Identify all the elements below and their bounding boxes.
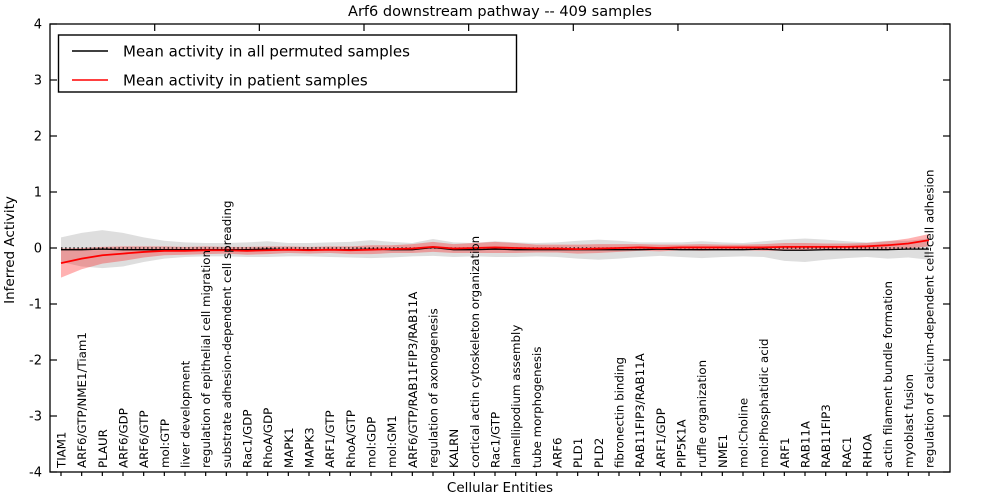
x-tick-label: regulation of axonogenesis: [427, 308, 441, 468]
x-tick-label: RAB11A: [799, 421, 813, 468]
chart-title: Arf6 downstream pathway -- 409 samples: [348, 4, 652, 20]
x-tick-labels: TIAM1 ARF6/GTP/NME1/Tiam1 PLAUR ARF6/GDP ARF…: [55, 169, 937, 469]
y-tick-label: 1: [34, 186, 42, 201]
x-tick-label: PLAUR: [96, 429, 110, 468]
y-tick-label: -3: [29, 410, 42, 425]
axis-ticks: [50, 23, 950, 476]
x-tick-label: Rac1/GDP: [241, 410, 255, 468]
x-tick-label: PIP5K1A: [675, 419, 689, 468]
legend-box: [57, 34, 518, 93]
x-tick-label: fibronectin binding: [613, 357, 627, 468]
x-tick-label: mol:GM1: [385, 415, 399, 468]
x-tick-label: RAC1: [840, 437, 854, 468]
x-tick-label: mol:GTP: [158, 419, 172, 468]
series-lines: [60, 239, 930, 264]
y-tick-label: 4: [34, 18, 42, 33]
y-tick-label: -4: [29, 466, 42, 481]
legend-label-patient: Mean activity in patient samples: [123, 72, 368, 90]
x-tick-label: MAPK3: [303, 427, 317, 468]
legend: Mean activity in all permuted samples Me…: [57, 34, 518, 93]
x-tick-label: myoblast fusion: [902, 374, 916, 468]
x-tick-label: ARF6: [551, 437, 565, 468]
x-tick-label: PLD2: [592, 438, 606, 468]
x-tick-label: ARF1/GTP: [323, 410, 337, 468]
x-tick-label: KALRN: [447, 429, 461, 468]
x-tick-label: TIAM1: [55, 432, 69, 469]
x-tick-label: ARF6/GTP/RAB11FIP3/RAB11A: [406, 292, 420, 468]
x-tick-label: RhoA/GTP: [344, 410, 358, 468]
x-tick-label: substrate adhesion-dependent cell spread…: [220, 201, 234, 468]
x-tick-label: ARF1: [778, 437, 792, 468]
x-tick-label: mol:Phosphatidic acid: [757, 339, 771, 469]
x-tick-label: RHOA: [861, 434, 875, 468]
y-tick-labels: -4 -3 -2 -1 0 1 2 3 4: [29, 18, 42, 481]
x-tick-label: ARF6/GTP: [137, 410, 151, 468]
y-tick-label: 3: [34, 74, 42, 89]
x-tick-label: cortical actin cytoskeleton organization: [468, 236, 482, 468]
y-tick-label: -2: [29, 354, 42, 369]
x-tick-label: ARF6/GDP: [117, 408, 131, 468]
legend-label-permuted: Mean activity in all permuted samples: [123, 43, 410, 61]
x-tick-label: ARF6/GTP/NME1/Tiam1: [75, 332, 89, 468]
patient-mean-line: [60, 239, 930, 264]
y-axis-title: Inferred Activity: [2, 196, 18, 304]
x-tick-label: actin filament bundle formation: [881, 281, 895, 468]
y-tick-label: 2: [34, 130, 42, 145]
x-tick-label: RAB11FIP3: [819, 404, 833, 468]
x-tick-label: NME1: [716, 434, 730, 468]
x-tick-label: tube morphogenesis: [530, 347, 544, 468]
x-tick-label: regulation of calcium-dependent cell-cel…: [923, 169, 937, 468]
x-tick-label: ARF1/GDP: [654, 408, 668, 468]
x-tick-label: PLD1: [571, 438, 585, 468]
y-tick-label: -1: [29, 298, 42, 313]
x-tick-label: ruffle organization: [695, 360, 709, 468]
x-tick-label: RAB11FIP3/RAB11A: [633, 353, 647, 468]
x-tick-label: RhoA/GDP: [261, 408, 275, 468]
y-tick-label: 0: [34, 242, 42, 257]
x-tick-label: MAPK1: [282, 427, 296, 468]
x-tick-label: mol:Choline: [737, 398, 751, 468]
x-tick-label: regulation of epithelial cell migration: [199, 250, 213, 468]
x-tick-label: mol:GDP: [365, 417, 379, 468]
x-axis-title: Cellular Entities: [447, 480, 553, 496]
x-tick-label: lamellipodium assembly: [509, 325, 523, 468]
confidence-bands: [61, 230, 929, 278]
patient-band: [61, 234, 929, 278]
x-tick-label: Rac1/GTP: [489, 412, 503, 468]
x-tick-label: liver development: [179, 360, 193, 468]
